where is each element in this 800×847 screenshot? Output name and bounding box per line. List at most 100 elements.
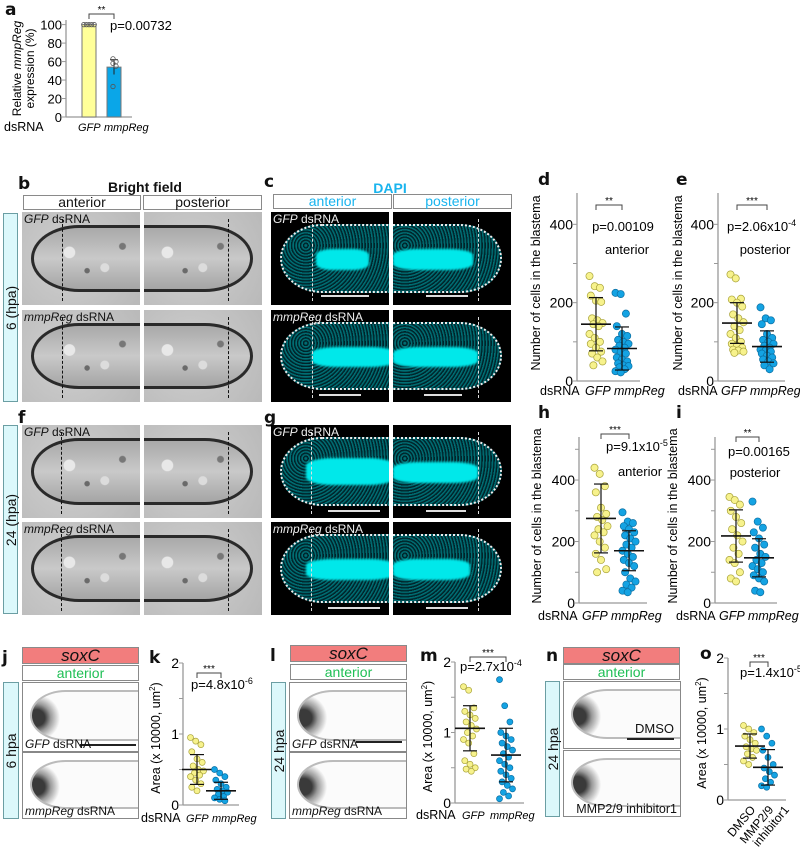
soxc-header-j: soxC: [22, 647, 139, 664]
timepoint-band-24hpa: 24 hpa: [545, 681, 561, 817]
panel-label-g: g: [264, 408, 277, 428]
panel-label-k: k: [149, 648, 161, 668]
p-value: p=4.8x10-6: [191, 676, 253, 692]
data-point-control: [198, 759, 206, 766]
data-point-treatment: [757, 320, 766, 329]
data-point-treatment: [765, 365, 774, 374]
data-point-control: [599, 528, 608, 537]
brightfield-image-24hpa-mmpreg-posterior: [144, 522, 262, 615]
y-tick-label: 0: [703, 595, 711, 611]
y-tick-label: 100: [40, 18, 62, 33]
significance-stars: ***: [609, 425, 621, 436]
brightfield-posterior-header: posterior: [143, 195, 262, 210]
data-point-control: [730, 496, 739, 504]
data-point-control: [598, 357, 607, 366]
data-point-control: [465, 686, 473, 694]
dapi-image-24hpa-mmpreg-posterior: [393, 522, 511, 615]
soxc-image-24hpa-gfp: GFP dsRNA: [289, 682, 407, 752]
data-point-control: [740, 757, 747, 765]
x-axis-label: dsRNA: [4, 120, 44, 134]
data-point-control: [745, 761, 753, 768]
significance-bracket: [736, 204, 768, 210]
p-value: p=2.7x10-4: [460, 658, 522, 674]
data-point-treatment: [501, 702, 509, 710]
y-axis-label-sup: 2: [694, 681, 703, 686]
p-value-exponent: -5: [660, 438, 668, 448]
data-point-treatment: [497, 767, 505, 775]
data-point-treatment: [506, 718, 514, 726]
category-label: mmpReg: [750, 384, 800, 398]
data-point-treatment: [621, 309, 630, 318]
brightfield-image-24hpa-gfp-posterior: [144, 425, 262, 518]
data-point-control: [187, 773, 194, 780]
data-point-treatment: [496, 676, 503, 683]
panel-label-o: o: [700, 644, 712, 664]
data-point-control: [466, 760, 474, 768]
data-point-control: [734, 549, 743, 558]
chart-d: 0 200 400 Number of cells in the blastema ds…: [529, 193, 665, 398]
data-point-treatment: [503, 743, 511, 750]
data-point-control: [585, 272, 594, 280]
y-axis-label-part: Area (x 10000, um: [695, 686, 709, 789]
data-point-control: [591, 488, 600, 497]
panel-label-j: j: [2, 648, 8, 668]
data-point-treatment: [759, 746, 767, 754]
data-point-treatment: [630, 562, 639, 571]
data-point-treatment: [616, 290, 625, 298]
data-point-control: [730, 559, 739, 567]
data-point-control: [729, 543, 738, 552]
data-point-control: [730, 348, 739, 357]
image-caption: MMP2/9 inhibitor1: [576, 802, 677, 816]
p-value-base: p=2.06x10: [727, 219, 788, 234]
data-point-treatment: [618, 508, 627, 517]
brightfield-image-6hpa-gfp-posterior: [144, 212, 262, 305]
y-tick-label: 40: [48, 73, 62, 88]
dapi-image-6hpa-gfp-anterior: GFP dsRNA: [271, 212, 389, 305]
data-point-control: [188, 748, 196, 756]
data-point-control: [470, 750, 478, 758]
data-point-treatment: [631, 537, 640, 546]
data-point-treatment: [500, 789, 507, 796]
p-value-base: p=4.8x10: [191, 677, 245, 692]
y-axis-label: Area (x 10000, um2): [148, 682, 163, 793]
data-point-control: [590, 463, 599, 472]
p-value-base: p=2.7x10: [460, 659, 514, 674]
data-point-treatment: [496, 795, 503, 803]
data-point-control: [595, 469, 604, 478]
data-point: [110, 60, 116, 67]
data-point-treatment: [757, 559, 766, 567]
y-tick-label: 60: [48, 55, 62, 70]
p-value-base: p=0.00165: [728, 444, 790, 459]
p-value-base: p=0.00109: [592, 219, 654, 234]
data-point-control: [197, 780, 205, 788]
significance-stars: ***: [753, 653, 765, 664]
image-caption: GFP dsRNA: [273, 425, 340, 439]
category-label: GFP: [186, 813, 209, 825]
y-axis-label-part: ): [695, 677, 709, 681]
data-point-control: [753, 746, 760, 754]
data-point-treatment: [506, 764, 514, 772]
p-value: p=0.00109: [592, 219, 654, 234]
y-tick-label: 0: [55, 110, 62, 125]
x-axis-label: dsRNA: [141, 811, 181, 825]
y-tick-label: 2: [443, 654, 451, 670]
data-point-treatment: [509, 746, 516, 754]
dapi-image-6hpa-gfp-posterior: [393, 212, 511, 305]
data-point-control: [197, 741, 205, 749]
timepoint-band-24hpa: 24 (hpa): [3, 425, 19, 614]
data-point-treatment: [503, 782, 511, 789]
y-axis-label: Number of cells in the blastema: [666, 428, 680, 603]
brightfield-image-24hpa-mmpreg-anterior: mmpReg dsRNA: [22, 522, 140, 615]
data-point-control: [593, 568, 602, 577]
data-point-control: [471, 715, 479, 722]
data-point-control: [602, 509, 611, 518]
data-point-treatment: [628, 519, 637, 528]
significance-bracket: [600, 433, 630, 439]
image-caption: mmpReg dsRNA: [273, 310, 364, 324]
panel-label-f: f: [18, 408, 26, 428]
dapi-image-24hpa-gfp-anterior: GFP dsRNA: [271, 425, 389, 518]
data-point-control: [462, 718, 470, 726]
data-point-treatment: [501, 760, 509, 768]
y-axis-label-part: Area (x 10000, um: [149, 691, 163, 794]
